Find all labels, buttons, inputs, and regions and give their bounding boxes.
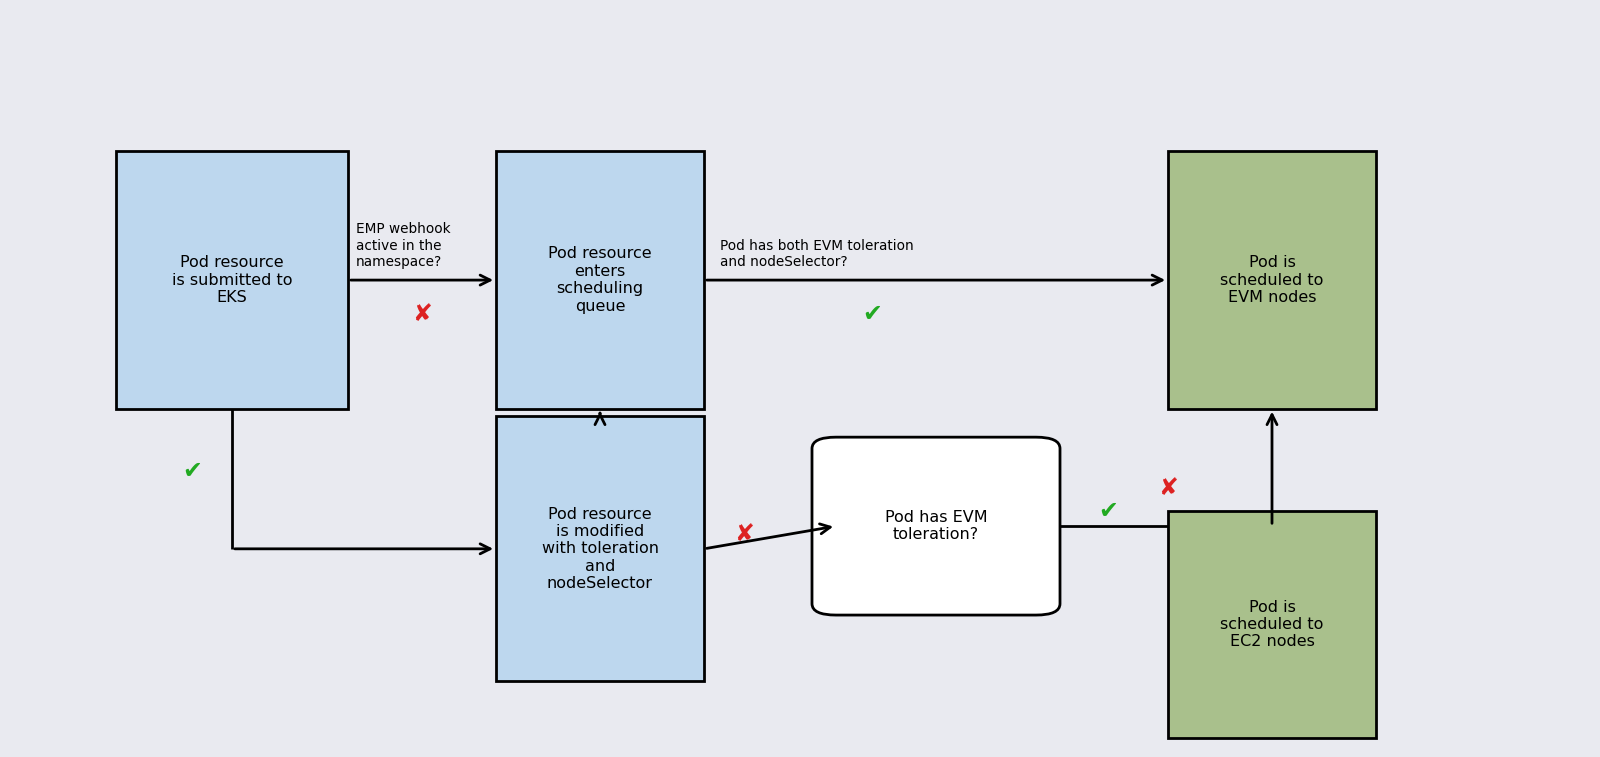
Text: Pod is
scheduled to
EC2 nodes: Pod is scheduled to EC2 nodes bbox=[1221, 600, 1323, 650]
FancyBboxPatch shape bbox=[811, 438, 1059, 615]
Text: Pod has both EVM toleration
and nodeSelector?: Pod has both EVM toleration and nodeSele… bbox=[720, 238, 914, 269]
Text: ✔: ✔ bbox=[1098, 499, 1118, 523]
Text: Pod is
scheduled to
EVM nodes: Pod is scheduled to EVM nodes bbox=[1221, 255, 1323, 305]
FancyBboxPatch shape bbox=[1168, 511, 1376, 738]
FancyBboxPatch shape bbox=[496, 151, 704, 409]
Text: ✔: ✔ bbox=[182, 459, 202, 483]
Text: Pod has EVM
toleration?: Pod has EVM toleration? bbox=[885, 510, 987, 542]
Text: ✘: ✘ bbox=[734, 522, 754, 546]
Text: Pod resource
enters
scheduling
queue: Pod resource enters scheduling queue bbox=[549, 247, 651, 313]
FancyBboxPatch shape bbox=[115, 151, 347, 409]
Text: ✔: ✔ bbox=[862, 302, 882, 326]
Text: EMP webhook
active in the
namespace?: EMP webhook active in the namespace? bbox=[355, 223, 451, 269]
FancyBboxPatch shape bbox=[1168, 151, 1376, 409]
Text: Pod resource
is modified
with toleration
and
nodeSelector: Pod resource is modified with toleration… bbox=[541, 506, 659, 591]
FancyBboxPatch shape bbox=[496, 416, 704, 681]
Text: ✘: ✘ bbox=[413, 302, 432, 326]
Text: Pod resource
is submitted to
EKS: Pod resource is submitted to EKS bbox=[171, 255, 293, 305]
Text: ✘: ✘ bbox=[1158, 476, 1178, 500]
